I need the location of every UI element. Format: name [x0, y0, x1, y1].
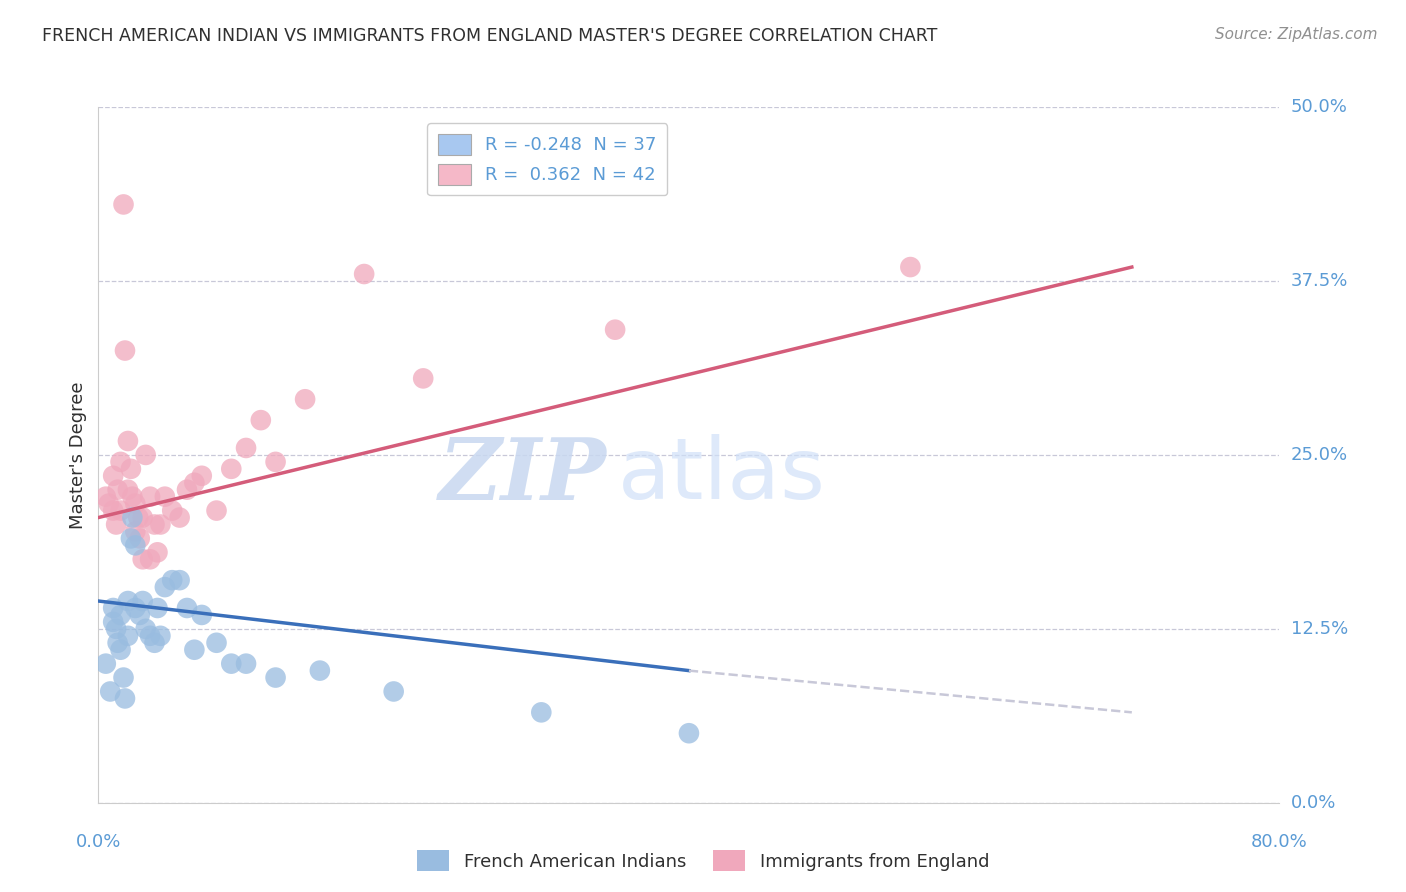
Point	[103, 503, 125, 517]
Point	[117, 483, 139, 497]
Text: Source: ZipAtlas.com: Source: ZipAtlas.com	[1215, 27, 1378, 42]
Text: 37.5%: 37.5%	[1291, 272, 1348, 290]
Point	[146, 545, 169, 559]
Point	[219, 657, 243, 671]
Point	[103, 468, 125, 483]
Point	[250, 413, 273, 427]
Point	[105, 517, 128, 532]
Point	[94, 490, 117, 504]
Point	[124, 601, 146, 615]
Point	[132, 594, 155, 608]
Point	[176, 601, 198, 615]
Point	[149, 517, 172, 532]
Legend: French American Indians, Immigrants from England: French American Indians, Immigrants from…	[409, 843, 997, 879]
Point	[132, 552, 155, 566]
Point	[139, 629, 162, 643]
Point	[107, 483, 129, 497]
Point	[103, 615, 125, 629]
Point	[132, 510, 155, 524]
Point	[120, 462, 142, 476]
Point	[114, 691, 136, 706]
Point	[110, 642, 132, 657]
Point	[128, 532, 150, 546]
Text: atlas: atlas	[619, 434, 827, 517]
Point	[98, 684, 121, 698]
Point	[127, 510, 149, 524]
Point	[412, 371, 434, 385]
Point	[117, 629, 139, 643]
Point	[94, 657, 117, 671]
Point	[139, 552, 162, 566]
Point	[176, 483, 198, 497]
Point	[110, 503, 132, 517]
Point	[169, 510, 191, 524]
Y-axis label: Master's Degree: Master's Degree	[69, 381, 87, 529]
Point	[124, 538, 146, 552]
Point	[264, 671, 287, 685]
Point	[264, 455, 287, 469]
Point	[169, 573, 191, 587]
Point	[117, 434, 139, 448]
Point	[112, 671, 135, 685]
Point	[605, 323, 627, 337]
Point	[235, 657, 257, 671]
Point	[183, 475, 205, 490]
Point	[128, 607, 150, 622]
Point	[124, 524, 146, 539]
Text: FRENCH AMERICAN INDIAN VS IMMIGRANTS FROM ENGLAND MASTER'S DEGREE CORRELATION CH: FRENCH AMERICAN INDIAN VS IMMIGRANTS FRO…	[42, 27, 938, 45]
Point	[120, 532, 142, 546]
Point	[114, 343, 136, 358]
Text: 80.0%: 80.0%	[1251, 833, 1308, 851]
Point	[135, 622, 157, 636]
Point	[162, 503, 183, 517]
Point	[146, 601, 169, 615]
Point	[205, 636, 228, 650]
Point	[353, 267, 375, 281]
Point	[135, 448, 157, 462]
Point	[143, 636, 166, 650]
Text: ZIP: ZIP	[439, 434, 606, 517]
Point	[110, 607, 132, 622]
Point	[121, 510, 143, 524]
Point	[124, 497, 146, 511]
Point	[117, 594, 139, 608]
Text: 0.0%: 0.0%	[1291, 794, 1336, 812]
Point	[183, 642, 205, 657]
Point	[219, 462, 243, 476]
Point	[235, 441, 257, 455]
Point	[153, 580, 176, 594]
Point	[309, 664, 332, 678]
Point	[107, 636, 129, 650]
Point	[530, 706, 553, 720]
Point	[294, 392, 316, 407]
Point	[105, 622, 128, 636]
Point	[191, 607, 214, 622]
Point	[149, 629, 172, 643]
Point	[205, 503, 228, 517]
Point	[900, 260, 922, 274]
Point	[143, 517, 166, 532]
Text: 50.0%: 50.0%	[1291, 98, 1347, 116]
Text: 0.0%: 0.0%	[76, 833, 121, 851]
Point	[162, 573, 183, 587]
Point	[110, 455, 132, 469]
Point	[382, 684, 405, 698]
Point	[678, 726, 700, 740]
Legend: R = -0.248  N = 37, R =  0.362  N = 42: R = -0.248 N = 37, R = 0.362 N = 42	[427, 123, 668, 195]
Point	[97, 497, 120, 511]
Point	[139, 490, 162, 504]
Text: 12.5%: 12.5%	[1291, 620, 1348, 638]
Point	[103, 601, 125, 615]
Point	[121, 490, 143, 504]
Text: 25.0%: 25.0%	[1291, 446, 1348, 464]
Point	[191, 468, 214, 483]
Point	[112, 197, 135, 211]
Point	[153, 490, 176, 504]
